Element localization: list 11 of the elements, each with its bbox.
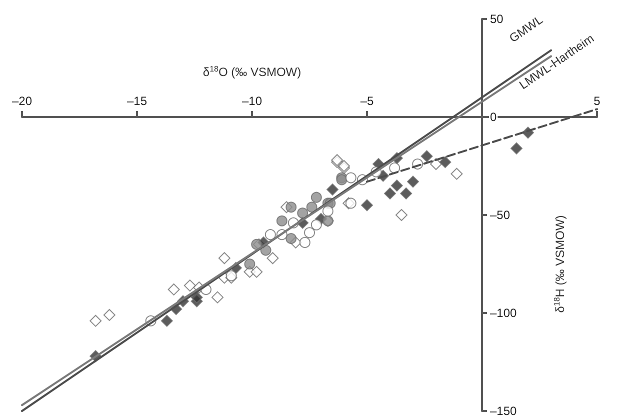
y-tick-label: –100: [490, 306, 518, 320]
x-tick-label: –15: [126, 94, 148, 108]
y-axis-title: δ18H (‰ VSMOW): [552, 215, 567, 313]
x-tick-label: 5: [594, 94, 601, 108]
y-tick-label: –50: [490, 208, 510, 222]
y-tick-label: 50: [490, 12, 504, 26]
x-tick-label: –20: [12, 94, 32, 108]
x-tick-label: –5: [360, 94, 374, 108]
x-tick-label: –10: [242, 94, 262, 108]
y-tick-label: –150: [490, 404, 518, 418]
y-tick-label: 0: [490, 110, 497, 124]
